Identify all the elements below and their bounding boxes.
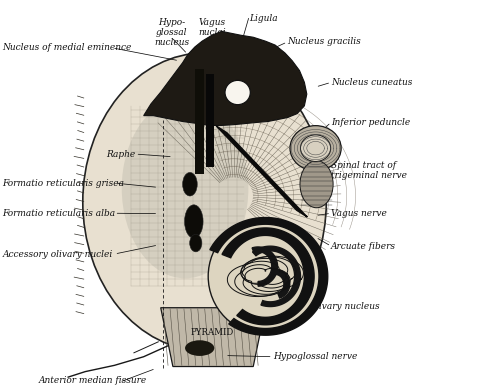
Text: Hypo-
glossal
nucleus: Hypo- glossal nucleus (154, 18, 189, 47)
Polygon shape (210, 218, 328, 335)
Polygon shape (252, 247, 278, 286)
Ellipse shape (190, 234, 202, 252)
Ellipse shape (290, 125, 341, 171)
Polygon shape (144, 31, 307, 125)
Text: Inferior olivary nucleus: Inferior olivary nucleus (273, 302, 379, 311)
Text: Formatio reticularis alba: Formatio reticularis alba (2, 209, 115, 218)
Text: Raphe: Raphe (106, 150, 135, 158)
Text: Formatio reticularis grisea: Formatio reticularis grisea (2, 179, 125, 187)
Ellipse shape (300, 161, 333, 208)
Text: Hypoglossal nerve: Hypoglossal nerve (273, 352, 357, 361)
Text: Nucleus cuneatus: Nucleus cuneatus (331, 78, 412, 87)
Polygon shape (161, 308, 265, 367)
Text: Anterior median fissure: Anterior median fissure (38, 376, 147, 385)
Text: Ligula: Ligula (249, 14, 278, 23)
Polygon shape (253, 246, 300, 307)
Polygon shape (216, 126, 307, 217)
Text: Accessory olivary nuclei: Accessory olivary nuclei (2, 250, 112, 258)
Bar (195, 69, 204, 174)
Ellipse shape (208, 219, 323, 334)
Text: Spinal tract of
trigeminal nerve: Spinal tract of trigeminal nerve (331, 161, 407, 180)
Text: PYRAMID: PYRAMID (190, 328, 233, 337)
Text: Nucleus of medial eminence: Nucleus of medial eminence (2, 44, 132, 52)
Ellipse shape (185, 205, 203, 238)
Ellipse shape (185, 340, 214, 356)
Text: Vagus
nuclei: Vagus nuclei (198, 18, 225, 37)
Ellipse shape (300, 135, 331, 162)
Ellipse shape (83, 53, 326, 351)
Text: Vagus nerve: Vagus nerve (331, 209, 387, 218)
Ellipse shape (183, 172, 197, 196)
Text: Nucleus gracilis: Nucleus gracilis (287, 38, 361, 46)
Polygon shape (275, 270, 290, 298)
Ellipse shape (225, 80, 250, 105)
Text: Inferior peduncle: Inferior peduncle (331, 118, 411, 127)
Ellipse shape (122, 98, 248, 278)
Text: Arcuate fibers: Arcuate fibers (331, 242, 396, 250)
Bar (206, 74, 214, 167)
Polygon shape (222, 228, 314, 325)
